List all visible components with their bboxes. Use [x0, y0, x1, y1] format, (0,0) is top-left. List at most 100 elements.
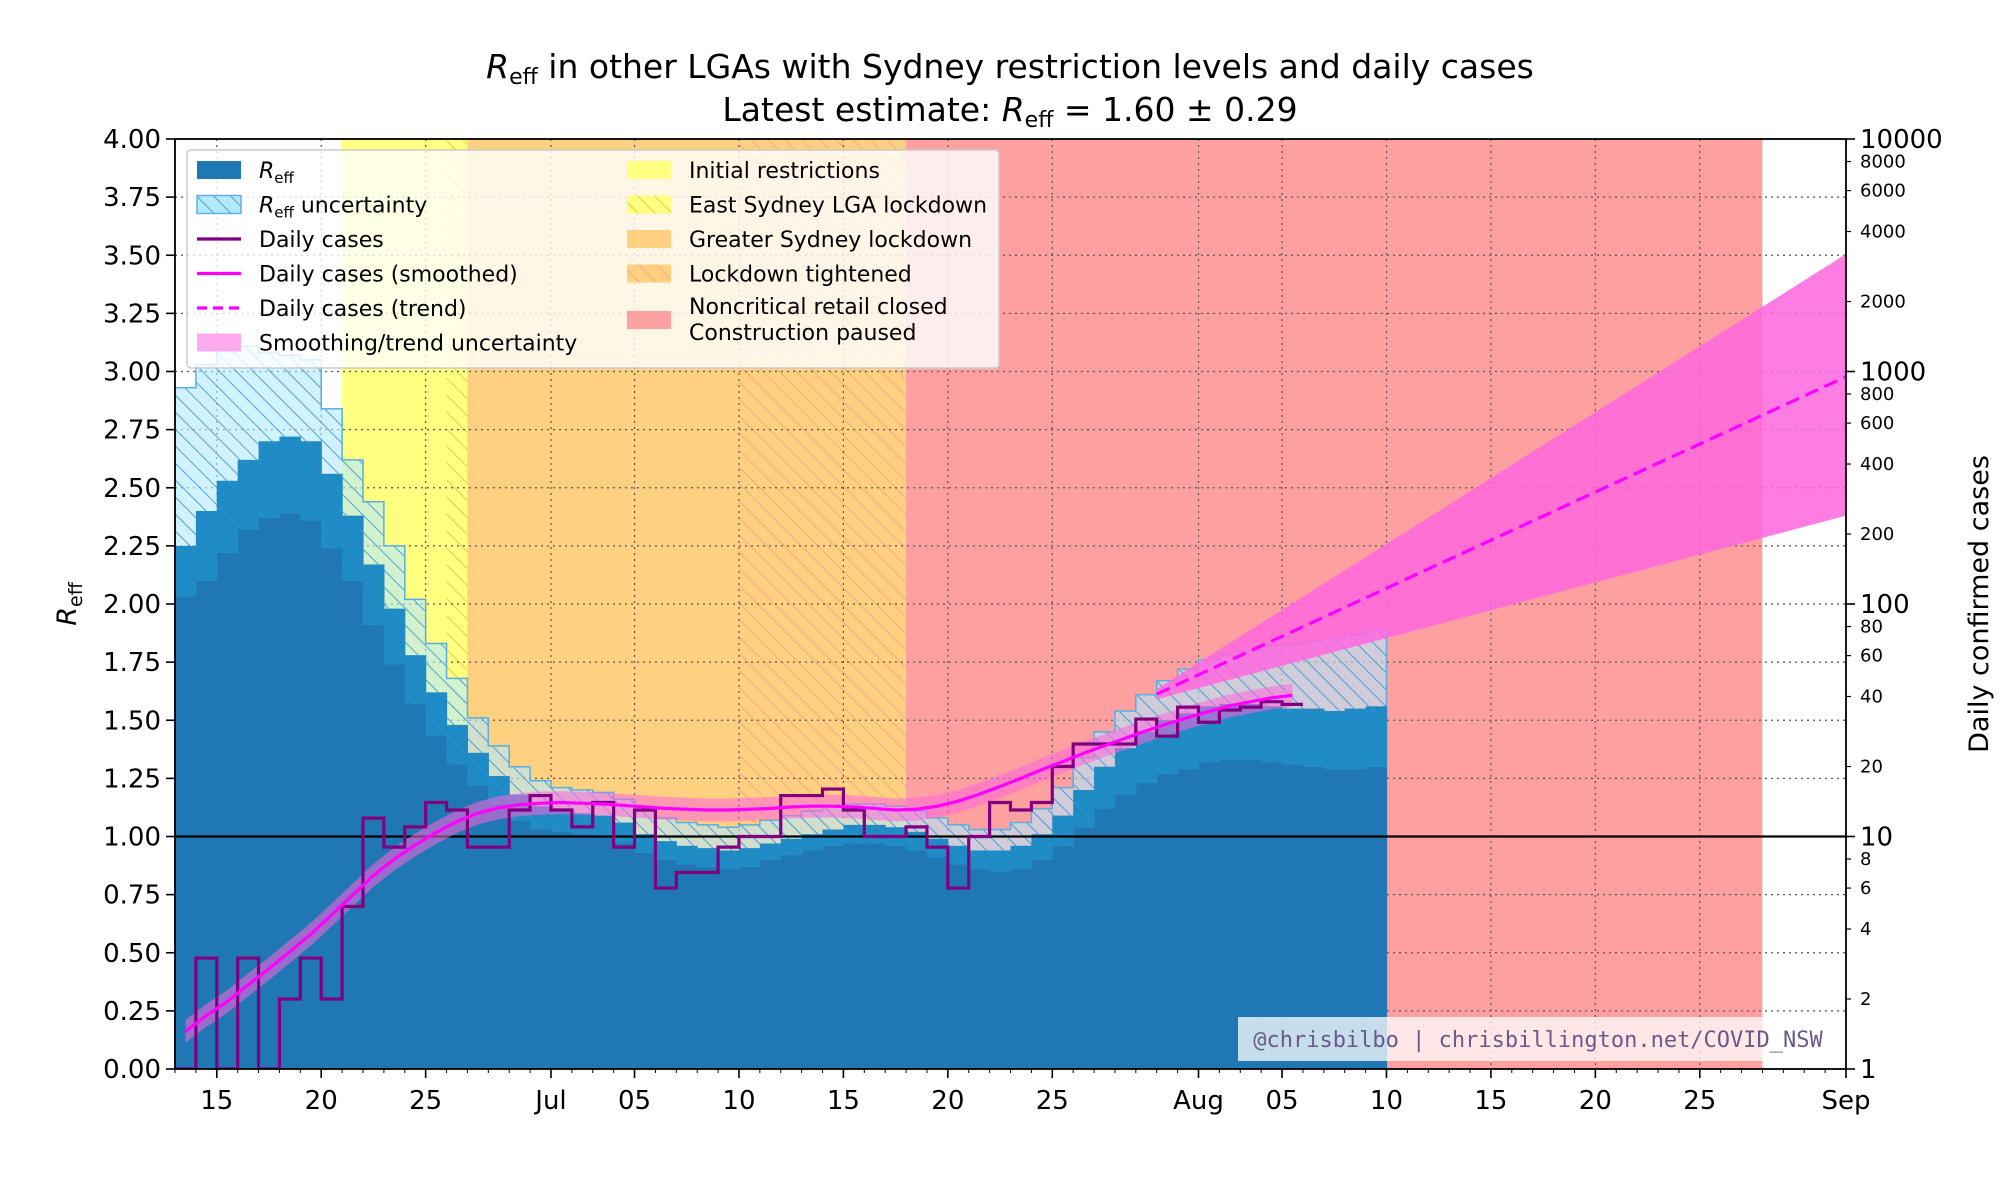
- reff-mid-hatch-46: [1135, 731, 1158, 784]
- reff-bar-5: [279, 513, 301, 1069]
- reff-mid-hatch-38: [968, 850, 991, 870]
- x-tick-label-14: 25: [1683, 1086, 1716, 1116]
- reff-bar-13: [446, 764, 469, 1069]
- reff-bar-40: [1010, 869, 1032, 1069]
- chart-subtitle: Latest estimate: Reff = 1.60 ± 0.29: [722, 90, 1297, 133]
- reff-bar-46: [1135, 783, 1158, 1069]
- reff-bar-32: [843, 843, 865, 1069]
- reff-bar-20: [592, 836, 615, 1069]
- y-left-tick-label-4: 1.00: [103, 823, 161, 853]
- reff-mid-hatch-5: [279, 436, 301, 514]
- y-left-tick-label-1: 0.25: [103, 997, 161, 1027]
- x-tick-label-2: 25: [409, 1086, 442, 1116]
- reff-bar-42: [1052, 845, 1074, 1069]
- reff-bar-53: [1282, 764, 1304, 1069]
- y-left-tick-label-8: 2.00: [103, 590, 161, 620]
- legend-label-6: Initial restrictions: [689, 159, 880, 184]
- reff-mid-hatch-54: [1302, 708, 1325, 767]
- legend-label-7: East Sydney LGA lockdown: [689, 194, 987, 219]
- reff-mid-hatch-52: [1261, 706, 1283, 763]
- reff-mid-hatch-1: [195, 511, 218, 581]
- x-tick-label-9: Aug: [1173, 1086, 1224, 1116]
- reff-bar-29: [780, 855, 803, 1069]
- x-tick-label-6: 15: [827, 1086, 860, 1116]
- reff-mid-hatch-35: [906, 831, 928, 851]
- y-right-minor-label-11: 800: [1860, 384, 1894, 405]
- reff-bar-7: [321, 548, 343, 1069]
- y-axis-right: 1 10 100 1000 10000 2 4 6 8 20 40 60 80 200 400 600 800 2…: [1846, 125, 1943, 1085]
- reff-bar-57: [1365, 766, 1388, 1069]
- reff-mid-hatch-26: [718, 850, 740, 870]
- reff-bar-6: [300, 520, 322, 1069]
- reff-mid-hatch-4: [258, 441, 281, 518]
- reff-bar-54: [1302, 766, 1325, 1069]
- reff-bar-2: [216, 552, 239, 1069]
- y-left-tick-label-0: 0.00: [103, 1055, 161, 1085]
- y-right-minor-label-10: 600: [1860, 413, 1894, 434]
- y-right-tick-label-0: 1: [1860, 1055, 1877, 1085]
- reff-bar-11: [404, 703, 427, 1069]
- credit-box: [1238, 1017, 1838, 1061]
- legend-label-8: Greater Sydney lockdown: [689, 228, 972, 253]
- x-axis: 15 20 25 Jul 05 10 15 20 25 Aug 05 10 15 20 25 Sep: [174, 1069, 1871, 1116]
- reff-mid-hatch-29: [780, 838, 803, 856]
- reff-bar-18: [550, 831, 573, 1069]
- legend-label-0: Reff: [259, 159, 295, 187]
- reff-bar-48: [1177, 769, 1200, 1069]
- credit-text: @chrisbilbo | chrisbillington.net/COVID_…: [1253, 1028, 1823, 1053]
- y-right-minor-label-1: 4: [1860, 919, 1871, 940]
- reff-bar-45: [1114, 794, 1137, 1069]
- reff-mid-hatch-12: [425, 692, 448, 737]
- reff-bar-14: [467, 785, 489, 1069]
- reff-mid-hatch-25: [697, 848, 719, 867]
- reff-bar-37: [947, 864, 970, 1069]
- y-axis-label-right: Daily confirmed cases: [1964, 455, 1995, 753]
- reff-bar-50: [1219, 759, 1241, 1069]
- y-left-tick-label-6: 1.50: [103, 706, 161, 736]
- reff-bar-21: [613, 843, 636, 1069]
- y-right-minor-label-4: 20: [1860, 757, 1883, 778]
- legend-label-4: Daily cases (trend): [259, 297, 467, 322]
- legend-label-9: Lockdown tightened: [689, 263, 912, 288]
- y-left-tick-label-11: 2.75: [103, 416, 161, 446]
- y-right-minor-label-14: 6000: [1860, 181, 1906, 202]
- reff-mid-hatch-7: [321, 473, 343, 549]
- reff-mid-hatch-57: [1365, 706, 1388, 767]
- x-tick-label-1: 20: [305, 1086, 338, 1116]
- reff-mid-hatch-28: [759, 843, 782, 860]
- reff-bar-35: [906, 850, 928, 1069]
- reff-mid-hatch-33: [864, 824, 886, 844]
- reff-bar-55: [1323, 769, 1346, 1069]
- reff-mid-hatch-56: [1344, 708, 1367, 770]
- reff-bar-24: [676, 864, 698, 1069]
- y-left-tick-label-2: 0.50: [103, 939, 161, 969]
- daily-cases-line: [175, 700, 1303, 1069]
- reff-mid-hatch-27: [738, 848, 761, 867]
- reff-bar-31: [822, 845, 844, 1069]
- reff-mid-hatch-10: [383, 608, 406, 665]
- reff-mid-hatch-30: [801, 834, 824, 851]
- x-tick-label-15: Sep: [1821, 1086, 1870, 1116]
- reff-mid-hatch-45: [1114, 748, 1137, 795]
- reff-bars: [175, 436, 1388, 1069]
- reff-bar-9: [362, 624, 385, 1069]
- reff-bar-33: [864, 843, 886, 1069]
- reff-bar-0: [175, 597, 197, 1069]
- legend-swatch-hatch-9: [627, 264, 671, 283]
- legend-label-10-line2: Construction paused: [689, 321, 916, 346]
- y-right-minor-label-7: 80: [1860, 617, 1883, 638]
- reff-bar-43: [1073, 827, 1095, 1069]
- x-tick-label-4: 05: [618, 1086, 651, 1116]
- y-right-minor-label-15: 8000: [1860, 152, 1906, 173]
- reff-bar-34: [885, 845, 907, 1069]
- reff-bar-41: [1031, 859, 1053, 1069]
- reff-bar-26: [718, 869, 740, 1069]
- x-tick-label-12: 15: [1474, 1086, 1507, 1116]
- reff-bar-52: [1261, 762, 1283, 1069]
- y-right-minor-label-5: 40: [1860, 687, 1883, 708]
- x-tick-label-8: 25: [1036, 1086, 1069, 1116]
- reff-bar-30: [801, 850, 824, 1069]
- x-tick-label-5: 10: [722, 1086, 755, 1116]
- legend-box: [186, 149, 1000, 369]
- reff-bar-19: [571, 834, 594, 1069]
